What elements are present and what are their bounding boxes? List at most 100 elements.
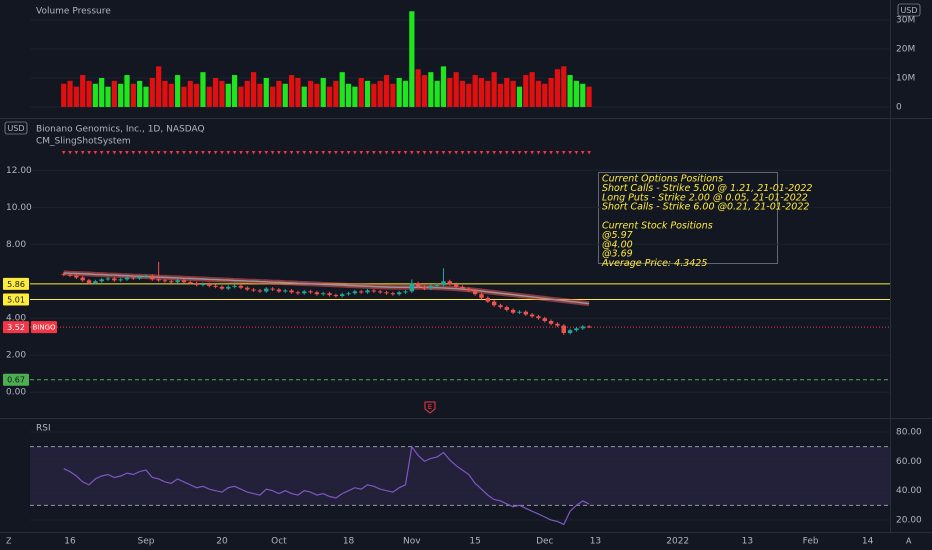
- moving-average-band: [63, 270, 590, 307]
- auto-scale-control[interactable]: A: [906, 537, 912, 546]
- volume-bar: [390, 83, 396, 107]
- volume-bar: [535, 80, 542, 107]
- signal-marker: [410, 151, 414, 155]
- timezone-control[interactable]: Z: [6, 537, 12, 546]
- signal-marker: [156, 151, 161, 155]
- volume-bar: [542, 83, 548, 107]
- earnings-icon[interactable]: [424, 401, 436, 414]
- signal-marker: [213, 151, 218, 155]
- currency-badge: [4, 121, 28, 135]
- y-tick-label: 0.00: [6, 388, 26, 398]
- volume-bar: [320, 77, 326, 107]
- currency: USD: [900, 6, 917, 15]
- candle-body: [548, 320, 554, 324]
- candle-body: [580, 326, 585, 329]
- x-tick-label: 13: [742, 537, 753, 547]
- volume-bar: [276, 80, 282, 107]
- annotation-line: Current Stock Positions: [602, 221, 713, 232]
- signal-marker: [568, 151, 572, 155]
- candle-body: [479, 294, 484, 298]
- signal-marker: [270, 151, 275, 155]
- signal-marker: [80, 151, 85, 155]
- volume-bar: [187, 80, 193, 107]
- candle-body: [415, 283, 421, 287]
- candle-body: [181, 280, 187, 283]
- candle-body: [485, 297, 491, 302]
- candle-body: [112, 278, 117, 281]
- volume-bar: [548, 77, 554, 107]
- x-tick-label: Oct: [271, 537, 287, 547]
- signal-marker: [574, 151, 579, 155]
- signal-marker: [505, 151, 509, 155]
- signal-marker: [245, 151, 250, 155]
- signal-marker: [220, 151, 224, 155]
- volume-bar: [415, 69, 421, 107]
- signal-marker: [321, 151, 326, 155]
- signal-marker: [258, 151, 262, 155]
- candle-body: [371, 290, 377, 292]
- candle-body: [384, 292, 389, 294]
- candle-body: [542, 318, 547, 321]
- y-tick-label: 2.00: [6, 351, 26, 361]
- volume-bar: [510, 80, 516, 107]
- rsi-line: [63, 445, 590, 526]
- candle-body: [434, 284, 440, 286]
- volume-bar: [143, 86, 149, 107]
- volume-bar: [371, 83, 377, 107]
- volume-bar: [238, 86, 244, 107]
- candle-body: [561, 325, 566, 333]
- signal-marker: [251, 151, 256, 155]
- signal-marker: [486, 151, 490, 155]
- candle-body: [441, 281, 446, 285]
- y-tick-label: 12.00: [6, 166, 32, 176]
- candle-body: [238, 285, 244, 288]
- candle-body: [232, 285, 237, 287]
- candle-body: [99, 279, 104, 282]
- volume-bar: [200, 72, 206, 107]
- candle-body: [169, 281, 174, 283]
- candle-body: [409, 283, 415, 292]
- candle-body: [491, 301, 497, 306]
- symbol-title: Bionano Genomics, Inc., 1D, NASDAQ: [36, 125, 205, 135]
- signal-marker: [68, 151, 72, 155]
- volume-bar: [80, 75, 86, 107]
- candle-body: [118, 279, 123, 281]
- candle-body: [586, 326, 592, 328]
- volume-bar: [364, 80, 371, 107]
- volume-bar: [396, 77, 402, 107]
- candle-body: [257, 290, 263, 292]
- earnings-marker[interactable]: E: [428, 403, 432, 411]
- volume-bar: [345, 83, 352, 107]
- candle-body: [460, 286, 465, 289]
- candle-body: [447, 281, 453, 285]
- volume-bar: [453, 72, 459, 107]
- candle-body: [466, 288, 472, 291]
- volume-bar: [459, 80, 466, 107]
- candle-body: [86, 280, 92, 284]
- volume-bar: [99, 77, 105, 107]
- annotation-line: Short Calls - Strike 6.00 @0.21, 21-01-2…: [602, 202, 809, 213]
- signal-marker: [441, 151, 446, 155]
- signal-marker: [201, 151, 205, 155]
- signal-marker: [334, 151, 338, 155]
- signal-marker: [87, 151, 91, 155]
- signal-marker: [277, 151, 281, 155]
- signal-marker: [580, 151, 585, 155]
- volume-bar: [516, 86, 523, 107]
- annotation-line: @5.97: [602, 230, 633, 241]
- volume-bar: [326, 86, 333, 107]
- annotation-line: @3.69: [602, 249, 633, 260]
- candle-body: [74, 275, 79, 278]
- price-tag-label: 5.01: [7, 296, 25, 305]
- candle-body: [523, 311, 528, 315]
- candle-body: [340, 294, 345, 297]
- candle-body: [175, 280, 180, 283]
- x-tick-label: 20: [216, 537, 228, 547]
- candle-body: [162, 280, 168, 282]
- volume-bar: [92, 83, 98, 107]
- candle-body: [428, 285, 434, 289]
- volume-bar: [523, 75, 529, 107]
- signal-marker: [403, 151, 408, 155]
- signal-marker: [435, 151, 439, 155]
